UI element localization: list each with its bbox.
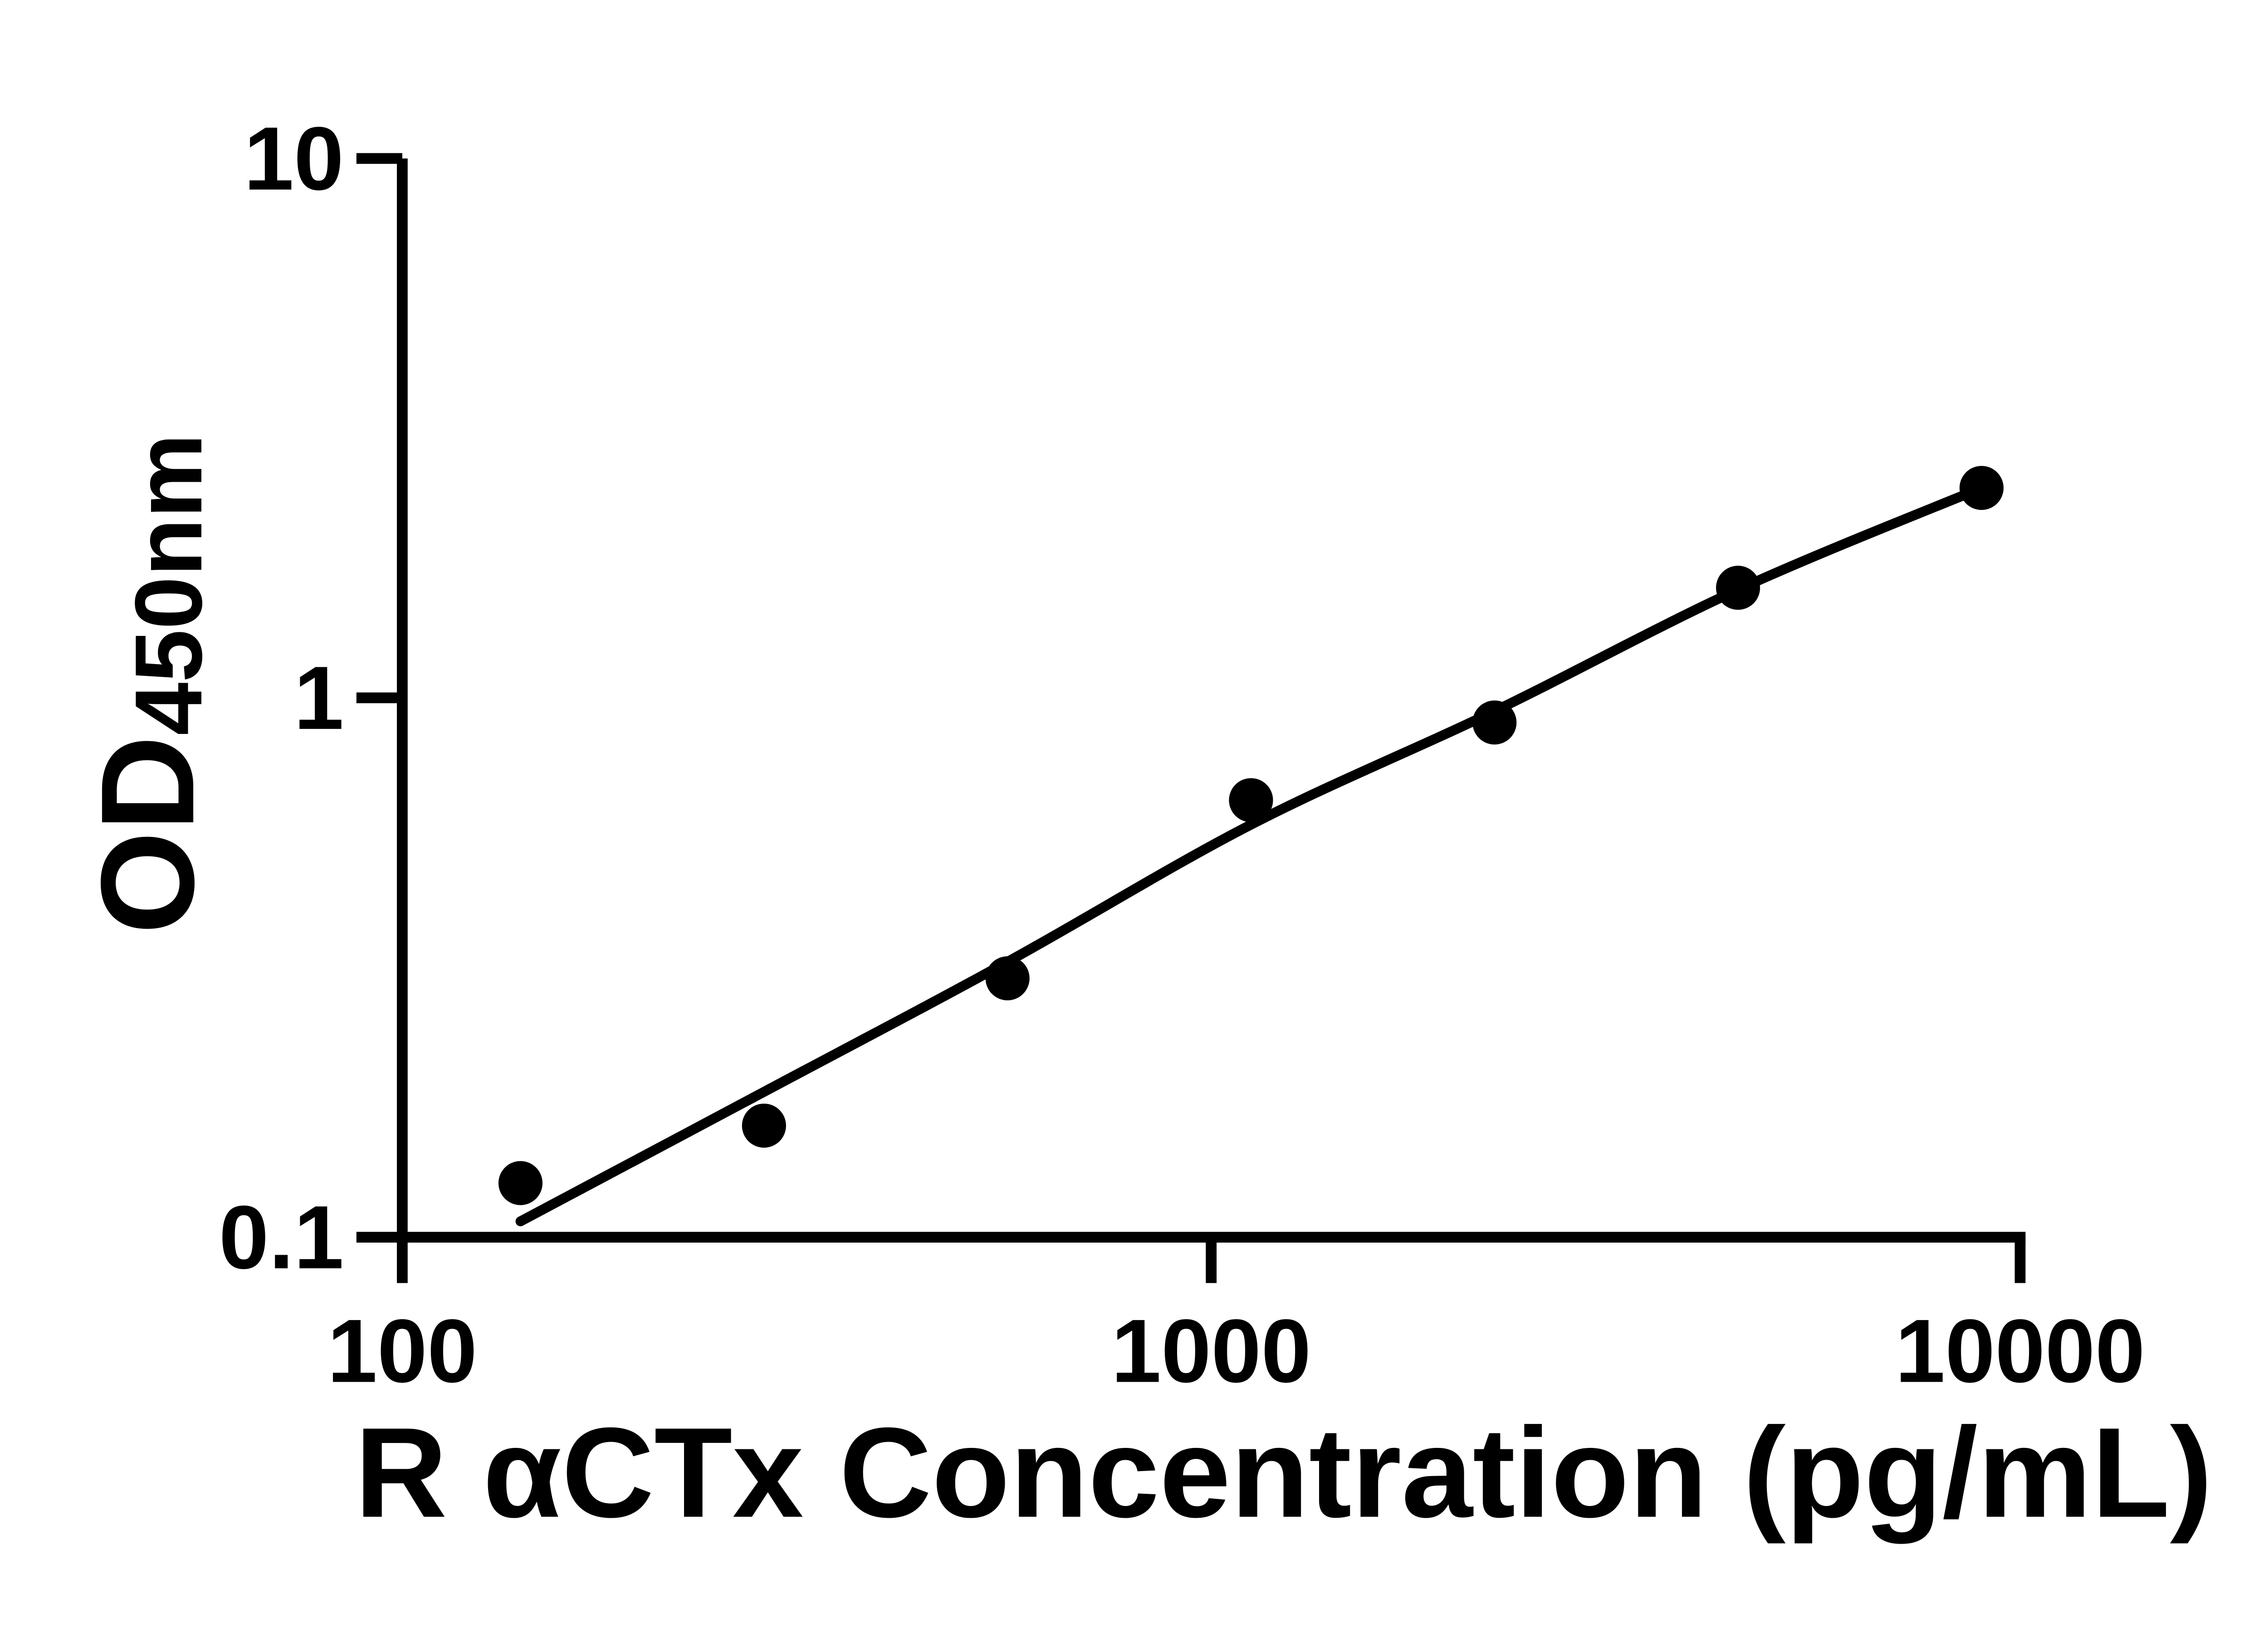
data-point-x560 (985, 956, 1030, 1001)
x-tick-label-1000: 1000 (1111, 1301, 1311, 1401)
axes: 0.1 1 10 100 1000 10000 (219, 108, 2145, 1401)
fit-curve (515, 483, 1987, 1227)
data-point-x140 (498, 1161, 543, 1205)
x-tick-labels: 100 1000 10000 (327, 1301, 2146, 1401)
x-ticks (396, 1237, 2026, 1283)
y-ticks (356, 153, 402, 1243)
y-axis-title: OD450nm (73, 434, 222, 934)
y-tick-label-10: 10 (244, 108, 344, 209)
data-point-x8960 (1959, 466, 2004, 510)
x-tick-label-100: 100 (327, 1301, 478, 1401)
y-axis-title-sub: 450nm (115, 434, 222, 736)
data-point-x1120 (1229, 778, 1273, 822)
y-tick-label-1: 1 (294, 648, 344, 748)
y-axis-title-main: OD (73, 735, 221, 934)
data-points (498, 466, 2004, 1205)
y-tick-labels: 0.1 1 10 (219, 108, 344, 1287)
data-point-x280 (742, 1103, 786, 1148)
data-point-x4480 (1716, 566, 1760, 610)
y-tick-label-0.1: 0.1 (219, 1187, 344, 1287)
x-axis-title: R αCTx Concentration (pg/mL) (355, 1401, 2213, 1545)
data-point-x2240 (1472, 700, 1517, 745)
x-tick-label-10000: 10000 (1895, 1301, 2145, 1401)
